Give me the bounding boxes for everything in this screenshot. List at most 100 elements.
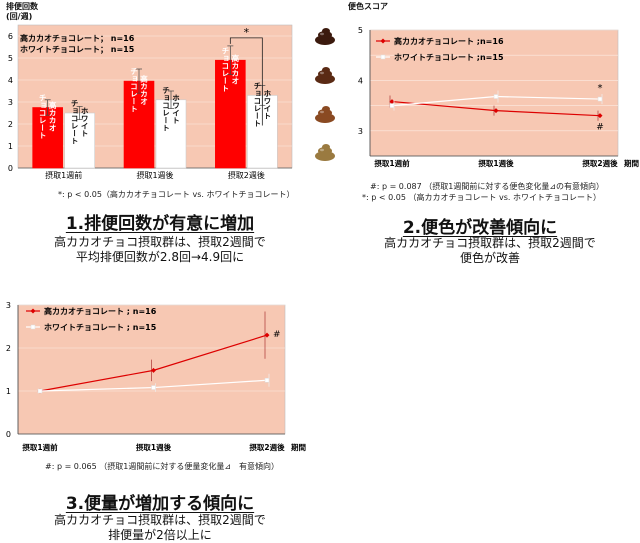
chart1-description-line1: 高カカオチョコ摂取群は、摂取2週間で — [54, 235, 266, 249]
chart2-description: 高カカオチョコ摂取群は、摂取2週間で 便色が改善 — [350, 236, 630, 266]
chart3-point — [151, 385, 156, 390]
chart2-point — [389, 99, 395, 105]
stool-color-icon — [320, 71, 324, 75]
chart1-y-axis-label: 排便回数 (回/週) — [6, 2, 38, 22]
chart1-bar-label: チョコレート — [130, 67, 139, 113]
chart2-legend-entry: 高カカオチョコレート ;n=16 — [394, 36, 504, 46]
chart1-bar-label: ホワイト — [171, 93, 180, 124]
chart3-point — [264, 378, 270, 383]
chart1-y-tick-label: 2 — [8, 120, 13, 129]
chart1-bar — [123, 80, 155, 169]
chart2-y-tick-label: 5 — [358, 26, 363, 35]
chart2-y-tick-label: 3 — [358, 127, 363, 136]
line-chart-stool-color: 3 4 5 摂取1週前 摂取1週後 摂取2週後 期間 高カカオチョコレート ;n=16 ホワイト… — [315, 26, 639, 168]
chart1-y-tick-label: 1 — [8, 142, 13, 151]
stool-color-icon — [320, 110, 324, 114]
chart2-description-line1: 高カカオチョコ摂取群は、摂取2週間で — [384, 236, 596, 250]
chart3-point — [151, 367, 156, 373]
chart1-heading: 1.排便回数が有意に増加 — [65, 214, 255, 234]
chart3-y-tick-label: 3 — [6, 301, 11, 310]
chart1-legend-entry: ホワイトチョコレート； n=15 — [20, 45, 135, 55]
chart1-significance-bracket — [229, 37, 263, 126]
chart3-x-tick-label: 摂取1週後 — [136, 442, 172, 452]
chart3-y-tick-label: 1 — [6, 387, 11, 396]
chart3-legend-entry: 高カカオチョコレート ; n=16 — [44, 306, 157, 316]
chart1-bar-label: ホワイト — [80, 107, 89, 138]
chart2-legend-marker — [380, 38, 386, 44]
chart3-description-line2: 排便量が2倍以上に — [108, 528, 212, 542]
chart1-significance-mark: * — [244, 26, 250, 39]
chart2-point — [597, 96, 603, 102]
stool-color-icon — [322, 67, 330, 73]
chart2-footnote-2: *: p < 0.05 （高カカオチョコレート vs. ホワイトチョコレート） — [362, 193, 601, 202]
chart2-star-mark: * — [598, 83, 603, 94]
chart3-x-tick-label: 摂取1週前 — [22, 442, 58, 452]
chart1-bar-label: チョコレート — [221, 46, 230, 92]
chart1-legend-entry: 高カカオチョコレート； n=16 — [20, 33, 135, 44]
chart1-description: 高カカオチョコ摂取群は、摂取2週間で 平均排便回数が2.8回→4.9回に — [20, 235, 300, 265]
chart3-legend-entry: ホワイトチョコレート ; n=15 — [44, 323, 157, 332]
chart1-y-tick-label: 4 — [8, 76, 13, 85]
chart2-description-line2: 便色が改善 — [459, 251, 520, 265]
chart2-x-tick-label: 摂取1週前 — [374, 158, 410, 168]
chart3-description-line1: 高カカオチョコ摂取群は、摂取2週間で — [54, 513, 266, 527]
chart2-legend-entry: ホワイトチョコレート ;n=15 — [394, 53, 504, 62]
chart1-y-label-line2: (回/週) — [6, 12, 33, 21]
chart2-y-axis-label: 便色スコア — [348, 2, 388, 11]
stool-color-icon — [320, 148, 324, 152]
chart1-footnote: *: p < 0.05（高カカオチョコレート vs. ホワイトチョコレート） — [58, 190, 295, 199]
chart2-point — [493, 94, 499, 99]
chart1-description-line2: 平均排便回数が2.8回→4.9回に — [75, 250, 245, 264]
stool-color-icon — [322, 28, 330, 34]
chart1-y-tick-label: 0 — [8, 164, 13, 173]
chart3-y-tick-label: 2 — [6, 344, 11, 353]
stool-color-icon — [322, 106, 330, 112]
chart1-bar — [215, 59, 246, 169]
chart1-bar-label: チョコレート — [38, 94, 47, 140]
chart1-bar-label: ホワイト — [263, 89, 272, 120]
chart2-point — [493, 108, 499, 114]
chart1-bar-label: チョコレート — [70, 99, 79, 145]
chart1-x-tick-label: 摂取2週後 — [228, 170, 265, 180]
chart1-bar — [32, 107, 63, 169]
chart3-legend-marker — [30, 308, 36, 314]
chart3-x-axis-end-label: 期間 — [291, 442, 306, 452]
chart1-x-tick-label: 摂取1週後 — [136, 170, 173, 180]
chart1-y-label-line1: 排便回数 — [6, 2, 38, 11]
chart3-description: 高カカオチョコ摂取群は、摂取2週間で 排便量が2倍以上に — [20, 513, 300, 543]
chart2-hash-mark: # — [596, 123, 604, 133]
chart1-bar-label: 高カカオ — [139, 74, 148, 106]
chart3-footnote: #: p = 0.065 （摂取1週間前に対する便量変化量⊿ 有意傾向） — [45, 462, 280, 471]
chart1-plot-area — [17, 24, 293, 169]
chart2-legend-marker — [380, 54, 386, 60]
chart2-x-axis-end-label: 期間 — [624, 158, 639, 168]
chart3-y-tick-label: 0 — [6, 430, 11, 439]
chart1-bar-label: チョコレート — [253, 82, 262, 128]
chart3-x-tick-label: 摂取2週後 — [249, 442, 285, 452]
chart3-point — [264, 332, 270, 338]
chart2-point — [597, 113, 603, 119]
chart1-y-tick-label: 5 — [8, 54, 13, 63]
line-chart-stool-volume: 0 1 2 3 摂取1週前 摂取1週後 摂取2週後 期間 高カカオチョコレート ; n=16 ホワ… — [6, 301, 307, 452]
chart3-heading: 3.便量が増加する傾向に — [65, 494, 255, 514]
chart1-bar-label: 高カカオ — [48, 100, 57, 132]
chart1-bar-label: チョコレート — [162, 86, 171, 132]
chart1-x-tick-label: 摂取1週前 — [45, 170, 82, 180]
chart2-footnote-1: #: p = 0.087 （摂取1週間前に対する便色変化量⊿の有意傾向） — [370, 182, 605, 191]
chart1-bar — [64, 112, 95, 169]
chart1-bar-label: 高カカオ — [231, 53, 240, 85]
chart2-y-tick-label: 4 — [358, 76, 363, 85]
chart2-x-tick-label: 摂取2週後 — [582, 158, 618, 168]
chart3-legend-marker — [30, 324, 36, 330]
chart1-y-tick-label: 3 — [8, 98, 13, 107]
chart3-hash-mark: # — [273, 330, 281, 340]
chart2-x-tick-label: 摂取1週後 — [478, 158, 514, 168]
chart3-point — [37, 388, 43, 394]
chart2-point — [389, 103, 395, 108]
chart1-y-tick-label: 6 — [8, 32, 13, 41]
stool-color-icon — [322, 144, 330, 150]
stool-color-icon — [320, 32, 324, 36]
chart2-plot-area — [369, 29, 619, 157]
chart2-heading: 2.便色が改善傾向に — [402, 218, 558, 238]
